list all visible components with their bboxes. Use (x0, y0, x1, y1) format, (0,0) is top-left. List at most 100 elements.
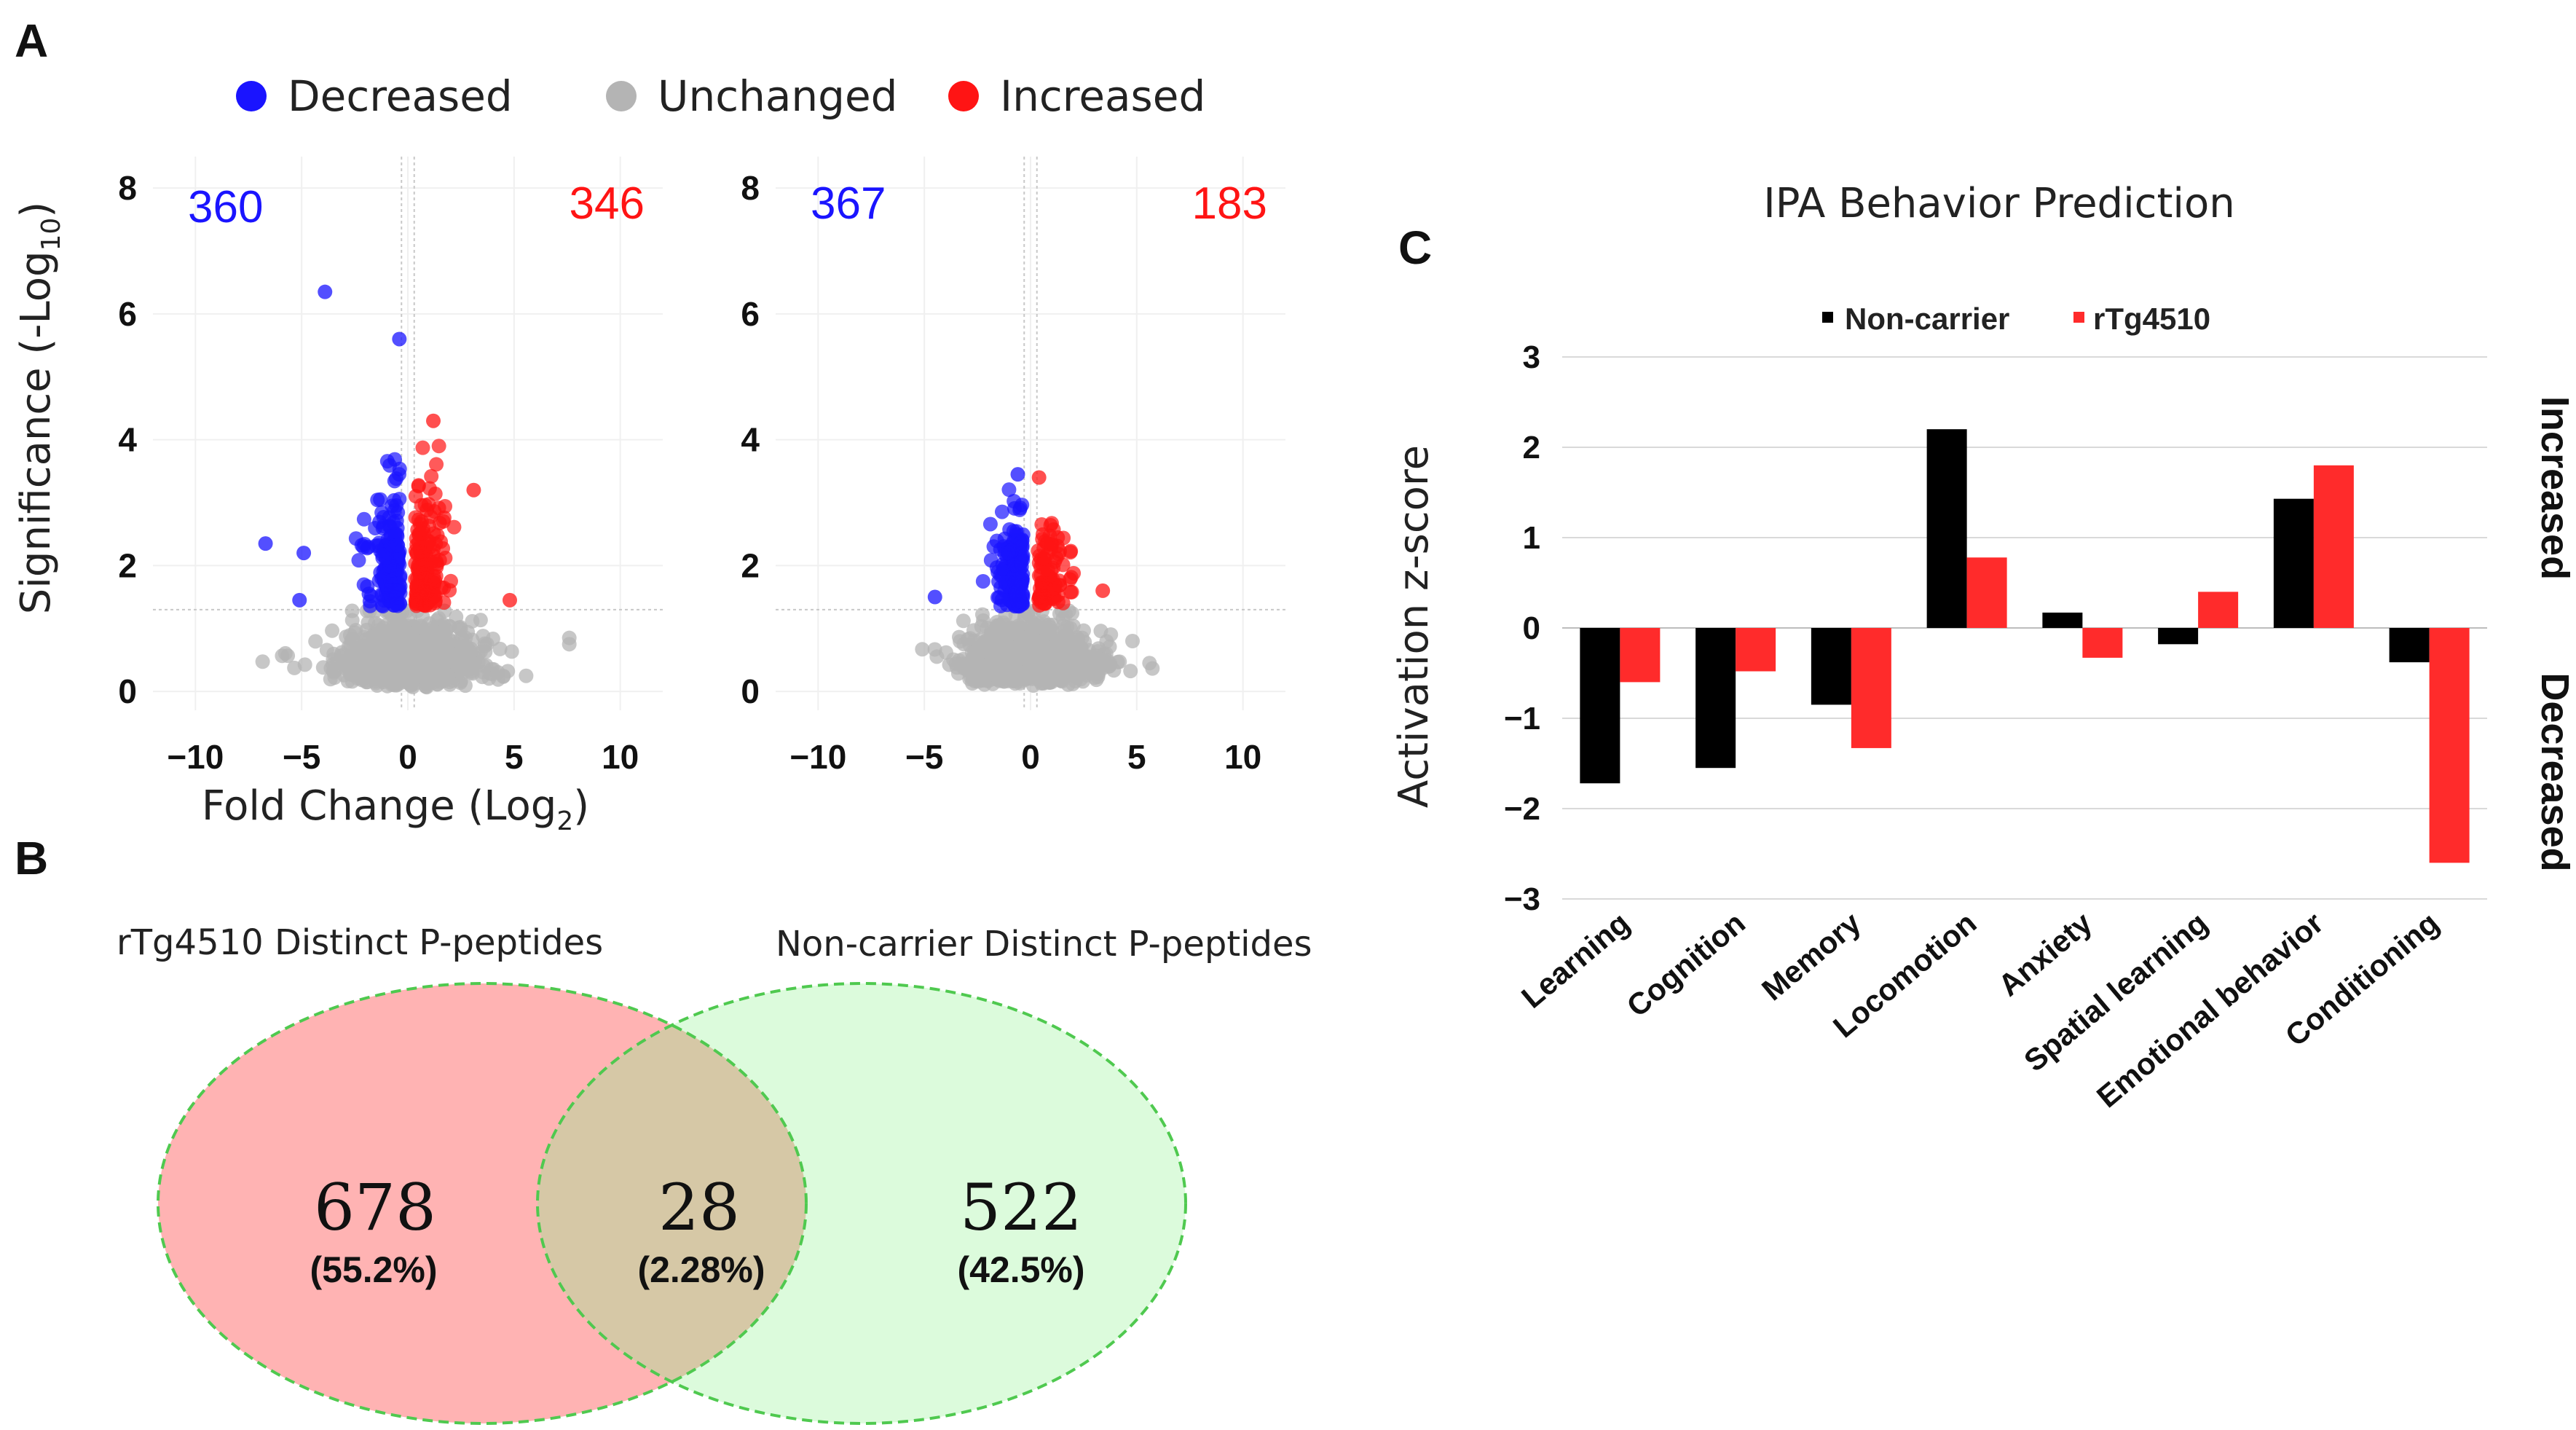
x-tick-label: 10 (602, 738, 639, 776)
point-unchanged (357, 639, 372, 654)
side-label-decreased: Decreased (2533, 672, 2576, 871)
volcano-left: 0 2 4 6 8 −10 −5 0 5 10 360 346 (118, 157, 663, 776)
x-title-main: Fold Change (Log (202, 782, 556, 830)
point-unchanged (1004, 660, 1019, 675)
point-unchanged (1044, 640, 1059, 656)
point-unchanged (1142, 656, 1157, 671)
point-decreased (363, 598, 378, 613)
point-increased (428, 486, 443, 501)
point-decreased (1001, 546, 1016, 561)
volcano-left-decreased-count: 360 (188, 182, 263, 232)
point-unchanged (403, 610, 418, 625)
point-decreased (386, 515, 401, 530)
legend-unchanged-label: Unchanged (658, 71, 897, 121)
point-unchanged (280, 648, 296, 664)
point-increased (429, 457, 444, 472)
y-tick-label: 2 (118, 546, 137, 584)
point-unchanged (956, 613, 971, 629)
point-increased (446, 519, 462, 535)
venn-diagram: 678 (55.2%) 28 (2.28%) 522 (42.5%) (157, 982, 1187, 1425)
x-tick-label: −5 (905, 738, 943, 776)
point-unchanged (319, 643, 334, 658)
venn-overlap-region (537, 983, 806, 1423)
point-unchanged (350, 661, 365, 677)
y-tick-label: 0 (741, 672, 760, 710)
point-decreased (384, 593, 399, 608)
point-increased (414, 498, 429, 513)
category-label: Learning (1515, 905, 1636, 1015)
bar-non-carrier (1811, 628, 1851, 705)
point-increased (424, 468, 439, 484)
point-unchanged (993, 634, 1009, 649)
volcano-right-increased-count: 183 (1192, 178, 1267, 229)
x-title-end: ) (573, 782, 589, 830)
point-unchanged (386, 664, 401, 680)
point-decreased (1010, 467, 1025, 482)
panel-b-label: B (15, 832, 48, 884)
point-unchanged (974, 607, 990, 622)
point-decreased (1008, 585, 1023, 600)
point-unchanged (953, 657, 969, 672)
venn-right-pct: (42.5%) (957, 1249, 1084, 1290)
venn-overlap-count: 28 (658, 1170, 740, 1245)
point-unchanged (462, 652, 477, 667)
point-increased (411, 558, 426, 573)
x-tick-label: −10 (789, 738, 846, 776)
bar-non-carrier (2389, 628, 2430, 663)
point-increased (466, 482, 481, 498)
bar-chart-legend: Non-carrier rTg4510 (1822, 302, 2210, 336)
venn-right-title: Non-carrier Distinct P-peptides (776, 924, 1312, 965)
point-unchanged (384, 646, 399, 661)
point-unchanged (1073, 640, 1088, 656)
bar-chart-yticks: 3 2 1 0 −1 −2 −3 (1504, 339, 1540, 917)
y-title-main: Significance (-Log (12, 251, 60, 614)
point-unchanged (969, 651, 985, 667)
point-increased (430, 527, 445, 543)
point-increased (1095, 583, 1111, 598)
point-decreased (258, 536, 273, 551)
bar-y-tick-label: −3 (1504, 881, 1540, 917)
point-increased (428, 593, 443, 608)
bar-rtg4510 (2082, 628, 2123, 658)
bar-chart-bars (1580, 429, 2470, 863)
legend-rtg-label: rTg4510 (2093, 302, 2210, 336)
legend-increased-label: Increased (1000, 71, 1205, 121)
point-unchanged (371, 652, 387, 667)
point-increased (1063, 584, 1079, 600)
point-unchanged (344, 603, 360, 618)
legend-decreased-label: Decreased (288, 71, 513, 121)
legend-unchanged-marker (606, 81, 637, 111)
point-unchanged (915, 642, 930, 657)
point-unchanged (460, 624, 476, 640)
legend-noncarrier-label: Non-carrier (1845, 302, 2009, 336)
volcano-legend: Decreased Unchanged Increased (236, 71, 1205, 121)
category-label: Anxiety (1992, 905, 2099, 1002)
volcano-x-axis-title: Fold Change (Log2) (202, 782, 589, 836)
point-decreased (375, 547, 390, 562)
point-unchanged (492, 641, 508, 656)
x-tick-label: −10 (167, 738, 224, 776)
bar-y-tick-label: −1 (1504, 701, 1540, 736)
point-unchanged (1123, 664, 1138, 679)
point-unchanged (1004, 626, 1020, 641)
y-title-sub: 10 (36, 218, 66, 251)
point-unchanged (339, 658, 354, 673)
category-label: Cognition (1620, 905, 1752, 1024)
bar-non-carrier (2042, 612, 2083, 628)
point-unchanged (519, 668, 534, 683)
point-unchanged (1031, 616, 1046, 631)
point-increased (1063, 572, 1078, 587)
point-decreased (982, 516, 998, 532)
bar-rtg4510 (2429, 628, 2470, 863)
panel-a-label: A (15, 15, 48, 67)
point-unchanged (1028, 633, 1043, 648)
point-unchanged (980, 634, 995, 649)
point-decreased (351, 553, 366, 568)
point-unchanged (490, 664, 505, 680)
point-unchanged (325, 623, 340, 638)
point-unchanged (982, 656, 998, 671)
volcano-right-decreased-count: 367 (811, 178, 886, 229)
bar-rtg4510 (2198, 592, 2239, 628)
legend-increased-marker (948, 81, 979, 111)
